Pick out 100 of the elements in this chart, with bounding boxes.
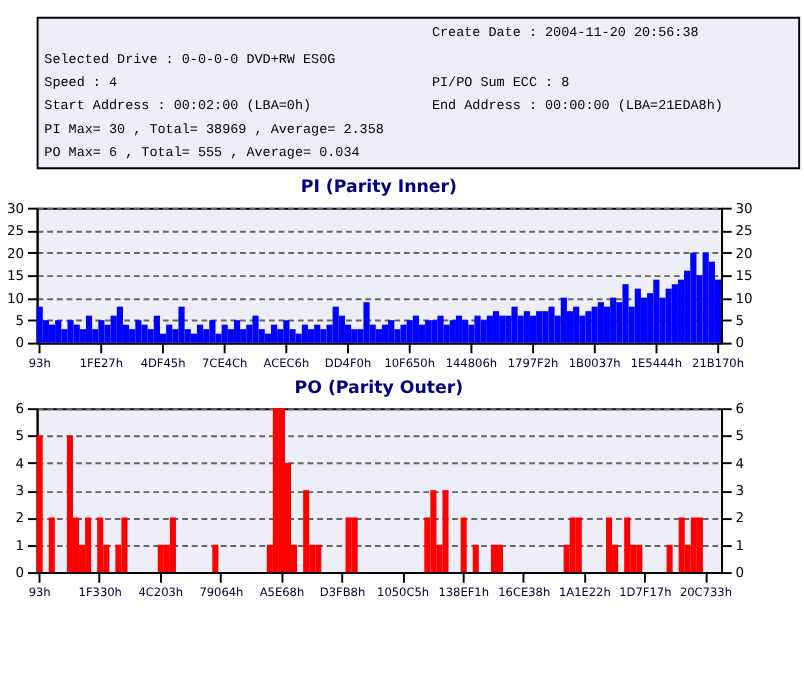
bar [579, 315, 586, 343]
bar [388, 320, 395, 343]
bar [624, 517, 631, 573]
bar [73, 324, 80, 343]
bar [98, 320, 105, 343]
bar [490, 544, 497, 573]
bar [474, 315, 481, 343]
bar [66, 435, 73, 573]
bar [351, 329, 358, 343]
bar [569, 517, 576, 573]
bar [351, 517, 358, 573]
bar [166, 324, 173, 343]
bar [104, 324, 111, 343]
bar [430, 490, 437, 573]
bar [315, 544, 322, 573]
bar [283, 320, 290, 343]
bar [338, 315, 345, 343]
bar [708, 261, 715, 343]
bar [606, 517, 613, 573]
bar [153, 315, 160, 343]
bar [221, 324, 228, 343]
bar [67, 320, 74, 343]
bar [690, 252, 697, 343]
bar [690, 517, 697, 573]
bar [270, 324, 278, 343]
bar [505, 315, 512, 343]
bar [671, 284, 678, 343]
bar [212, 544, 219, 573]
bar [696, 517, 703, 573]
bar [622, 284, 629, 343]
bar [303, 490, 310, 573]
bar [437, 315, 444, 343]
bar [702, 252, 709, 343]
bar [264, 333, 271, 343]
bar [97, 517, 104, 573]
bar [190, 333, 197, 343]
bar [472, 544, 479, 573]
bar [344, 324, 352, 343]
bar [36, 435, 43, 573]
chart-title: PI (Parity Inner) [300, 178, 458, 199]
bar [597, 302, 604, 343]
bar [209, 320, 216, 343]
bar [511, 306, 518, 343]
bar [272, 408, 279, 573]
bar [665, 288, 672, 343]
bar [135, 320, 142, 343]
bar [486, 315, 493, 343]
bar [468, 324, 475, 343]
bar [425, 320, 432, 343]
bar [320, 329, 327, 343]
bar [48, 517, 55, 573]
bar [36, 306, 43, 343]
bar [169, 517, 176, 573]
bar [332, 306, 339, 343]
bar [542, 311, 549, 343]
bar [314, 324, 321, 343]
bar [178, 306, 185, 343]
bar [375, 329, 382, 343]
bar [666, 544, 673, 573]
bar [536, 311, 543, 343]
bar [110, 315, 117, 343]
bar [634, 288, 641, 343]
bar [381, 324, 389, 343]
bar [55, 320, 62, 343]
bar [462, 320, 469, 343]
bar [573, 306, 580, 343]
bar [345, 517, 352, 573]
bar [523, 311, 530, 343]
bar [301, 324, 308, 343]
bar [499, 315, 506, 343]
bar [412, 315, 419, 343]
bar [295, 333, 302, 343]
bar [406, 320, 413, 343]
bar [560, 297, 567, 343]
chart-title: PO (Parity Outer) [294, 378, 464, 399]
bar [636, 544, 643, 573]
bar [653, 279, 660, 343]
bar [678, 517, 685, 573]
bar [85, 517, 92, 573]
bar [85, 315, 93, 343]
bar [400, 324, 407, 343]
bar [252, 315, 259, 343]
bar [460, 517, 467, 573]
bar [585, 311, 592, 343]
bar [480, 320, 487, 343]
bar [121, 517, 128, 573]
bar [196, 324, 204, 343]
bar [496, 544, 504, 573]
bar [610, 297, 617, 343]
bar [246, 324, 253, 343]
bar [141, 324, 148, 343]
bar [363, 302, 370, 343]
bar [233, 320, 241, 343]
bar [431, 320, 438, 343]
bar [575, 517, 582, 573]
bar [591, 306, 598, 343]
bar [517, 315, 524, 343]
bar [548, 306, 555, 343]
bar [443, 324, 450, 343]
bar [157, 544, 164, 573]
